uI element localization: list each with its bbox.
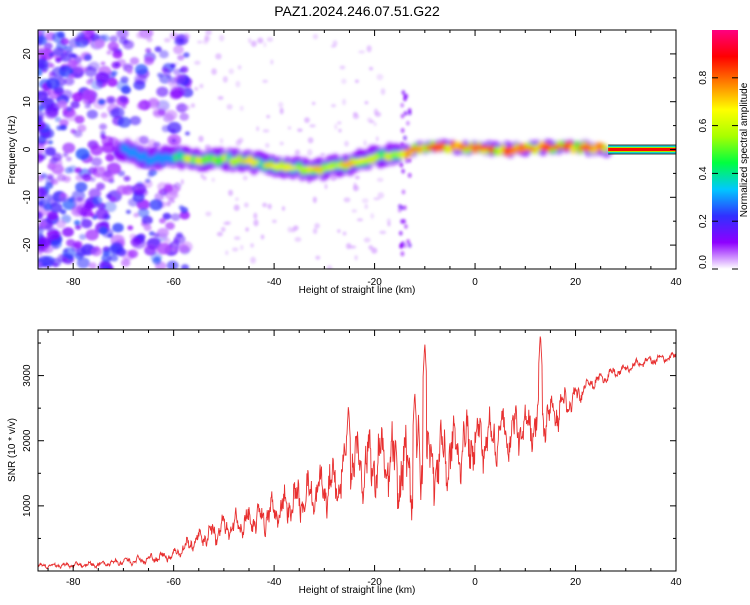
colorbar-tick-label: 0.0 <box>698 255 709 269</box>
snr-x-tick-label: 40 <box>670 577 682 588</box>
spectrogram-y-axis-label: Frequency (Hz) <box>7 116 18 185</box>
snr-y-axis-label: SNR (10 * v/v) <box>7 418 18 482</box>
snr-x-tick-label: -80 <box>66 577 81 588</box>
spectrogram-tone-core <box>608 147 676 152</box>
spectrogram-x-tick-label: 0 <box>472 277 478 288</box>
spectrogram-y-tick-label: 10 <box>22 96 33 108</box>
spectrogram-x-tick-label: -80 <box>66 277 81 288</box>
spectrogram-y-tick-label: -10 <box>22 190 33 205</box>
colorbar-tick-label: 0.6 <box>698 118 709 132</box>
spectrogram-x-tick-label: -60 <box>166 277 181 288</box>
snr-y-tick-label: 1000 <box>22 494 33 517</box>
snr-series-line <box>38 336 676 570</box>
spectrogram-x-axis-label: Height of straight line (km) <box>299 285 416 296</box>
colorbar-tick-label: 0.8 <box>698 70 709 84</box>
snr-x-tick-label: -40 <box>267 577 282 588</box>
snr-x-tick-label: 20 <box>570 577 582 588</box>
snr-x-tick-label: 0 <box>472 577 478 588</box>
chart-title: PAZ1.2024.246.07.51.G22 <box>274 3 440 19</box>
snr-x-tick-label: -60 <box>166 577 181 588</box>
snr-y-tick-label: 2000 <box>22 429 33 452</box>
spectrogram-y-tick-label: -20 <box>22 237 33 252</box>
spectrogram-x-tick-label: 20 <box>570 277 582 288</box>
snr-frame <box>37 329 677 572</box>
spectrogram-x-tick-label: -20 <box>367 277 382 288</box>
colorbar-tick-label: 0.2 <box>698 214 709 228</box>
spectrogram-y-tick-label: 0 <box>22 146 33 152</box>
spectrogram-x-tick-label: -40 <box>267 277 282 288</box>
colorbar-tick-label: 0.4 <box>698 166 709 180</box>
spectrogram-y-tick-label: 20 <box>22 48 33 60</box>
colorbar-label: Normalized spectral amplitude <box>739 82 750 217</box>
snr-y-tick-label: 3000 <box>22 364 33 387</box>
spectrogram-x-tick-label: 40 <box>670 277 682 288</box>
spectrogram-panel: -80 -60 -40 -20 0 20 40 -20 -10 0 10 20 Height of … <box>7 29 682 296</box>
snr-panel: -80 -60 -40 -20 0 20 40 1000 2000 3000 Height of… <box>7 329 682 596</box>
spectrogram-ridge <box>113 138 612 181</box>
colorbar-scale <box>712 30 738 269</box>
colorbar: 0.0 0.2 0.4 0.6 0.8 Normalized spectral ampl… <box>698 30 750 270</box>
snr-x-tick-label: -20 <box>367 577 382 588</box>
snr-x-axis-label: Height of straight line (km) <box>299 585 416 596</box>
